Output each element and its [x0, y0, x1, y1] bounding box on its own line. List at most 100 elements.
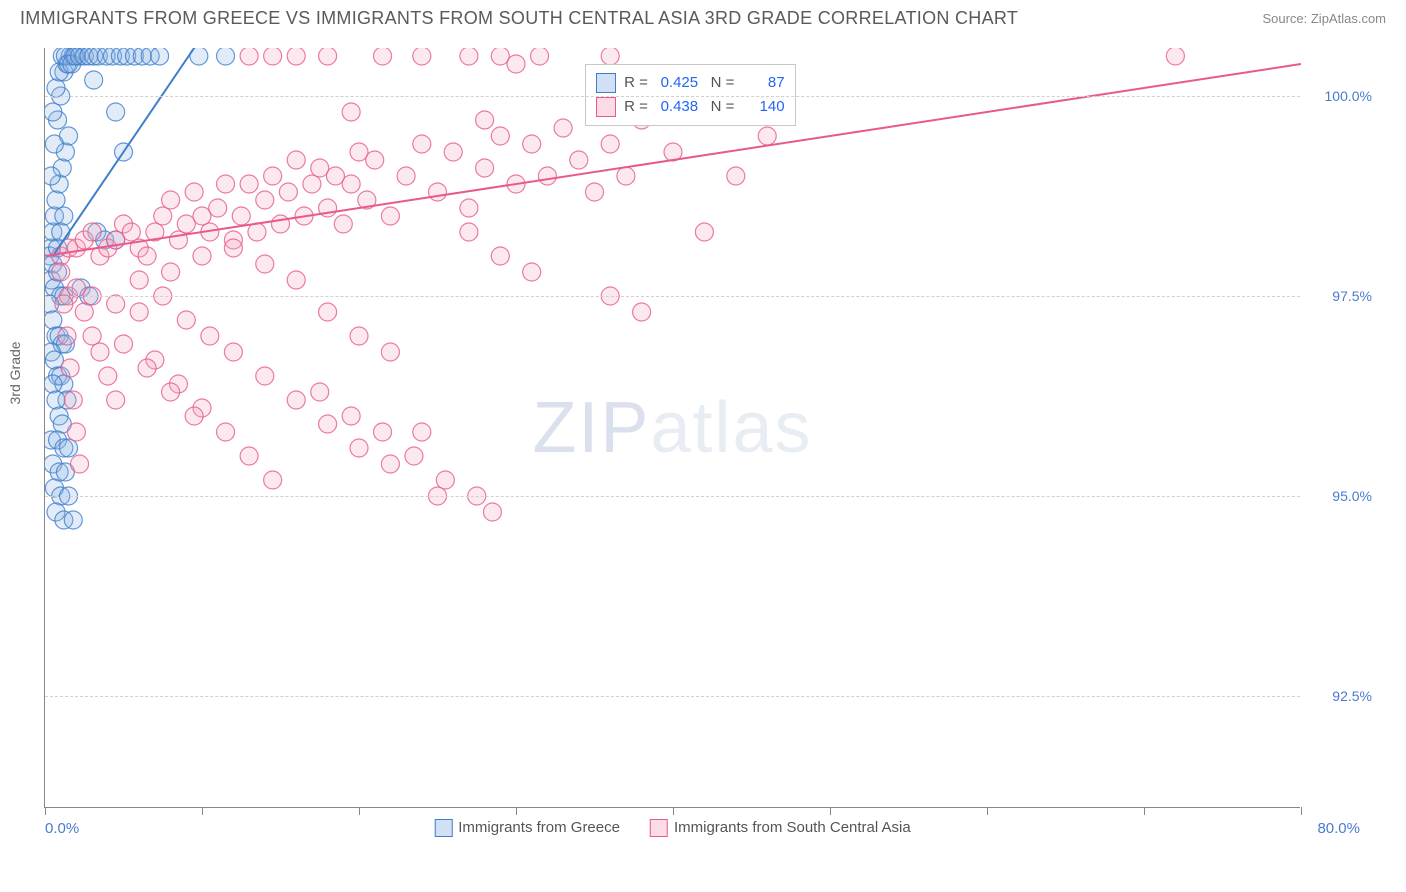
data-point: [177, 215, 195, 233]
data-point: [111, 48, 129, 65]
data-point: [232, 207, 250, 225]
data-point: [47, 503, 65, 521]
data-point: [107, 231, 125, 249]
data-point: [61, 359, 79, 377]
data-point: [60, 127, 78, 145]
data-point: [758, 127, 776, 145]
data-point: [49, 263, 67, 281]
data-point: [47, 327, 65, 345]
stats-row: R = 0.438 N = 140: [596, 95, 785, 119]
stats-n-value: 87: [739, 71, 785, 95]
data-point: [60, 439, 78, 457]
data-point: [125, 48, 143, 65]
grid-line: [45, 696, 1300, 697]
data-point: [366, 151, 384, 169]
stats-n-label: N =: [698, 74, 738, 91]
data-point: [49, 239, 67, 257]
data-point: [47, 79, 65, 97]
data-point: [60, 55, 78, 73]
data-point: [67, 48, 85, 65]
data-point: [53, 159, 71, 177]
data-point: [118, 48, 136, 65]
data-point: [138, 359, 156, 377]
data-point: [55, 375, 73, 393]
data-point: [405, 447, 423, 465]
data-point: [358, 191, 376, 209]
data-point: [130, 271, 148, 289]
data-point: [107, 103, 125, 121]
data-point: [89, 48, 107, 65]
legend-item: Immigrants from Greece: [434, 819, 620, 837]
data-point: [50, 63, 68, 81]
data-point: [381, 343, 399, 361]
data-point: [350, 439, 368, 457]
data-point: [104, 48, 122, 65]
data-point: [61, 48, 79, 65]
header: IMMIGRANTS FROM GREECE VS IMMIGRANTS FRO…: [0, 0, 1406, 37]
legend-swatch: [434, 819, 452, 837]
y-tick-label: 97.5%: [1332, 288, 1372, 304]
data-point: [193, 207, 211, 225]
data-point: [45, 103, 62, 121]
data-point: [476, 111, 494, 129]
data-point: [224, 343, 242, 361]
y-tick-label: 92.5%: [1332, 688, 1372, 704]
data-point: [56, 463, 74, 481]
data-point: [71, 455, 89, 473]
data-point: [397, 167, 415, 185]
data-point: [45, 135, 63, 153]
data-point: [460, 48, 478, 65]
data-point: [52, 223, 70, 241]
data-point: [45, 479, 63, 497]
data-point: [240, 175, 258, 193]
data-point: [224, 231, 242, 249]
data-point: [56, 48, 74, 65]
data-point: [342, 407, 360, 425]
data-point: [99, 367, 117, 385]
data-point: [319, 303, 337, 321]
data-point: [483, 503, 501, 521]
data-point: [429, 183, 447, 201]
stats-row: R = 0.425 N = 87: [596, 71, 785, 95]
data-point: [217, 423, 235, 441]
data-point: [85, 48, 103, 65]
x-axis-label-min: 0.0%: [45, 820, 79, 837]
data-point: [45, 167, 60, 185]
data-point: [350, 327, 368, 345]
data-point: [169, 375, 187, 393]
x-tick: [830, 807, 831, 815]
data-point: [45, 375, 62, 393]
data-point: [85, 71, 103, 89]
data-point: [264, 471, 282, 489]
data-point: [75, 48, 93, 65]
data-point: [45, 343, 60, 361]
data-point: [240, 48, 258, 65]
data-point: [460, 199, 478, 217]
data-point: [311, 383, 329, 401]
data-point: [326, 167, 344, 185]
data-point: [146, 351, 164, 369]
y-tick-label: 95.0%: [1332, 488, 1372, 504]
data-point: [97, 48, 115, 65]
data-point: [256, 255, 274, 273]
data-point: [122, 223, 140, 241]
data-point: [115, 335, 133, 353]
data-point: [507, 175, 525, 193]
data-point: [53, 415, 71, 433]
data-point: [91, 343, 109, 361]
x-axis-label-max: 80.0%: [1317, 820, 1360, 837]
data-point: [1166, 48, 1184, 65]
data-point: [538, 167, 556, 185]
data-point: [45, 239, 60, 257]
data-point: [240, 447, 258, 465]
data-point: [58, 391, 76, 409]
stats-n-value: 140: [739, 95, 785, 119]
data-point: [381, 207, 399, 225]
data-point: [64, 391, 82, 409]
data-point: [601, 48, 619, 65]
data-point: [50, 407, 68, 425]
data-point: [287, 48, 305, 65]
data-point: [491, 127, 509, 145]
data-point: [80, 48, 98, 65]
data-point: [248, 223, 266, 241]
